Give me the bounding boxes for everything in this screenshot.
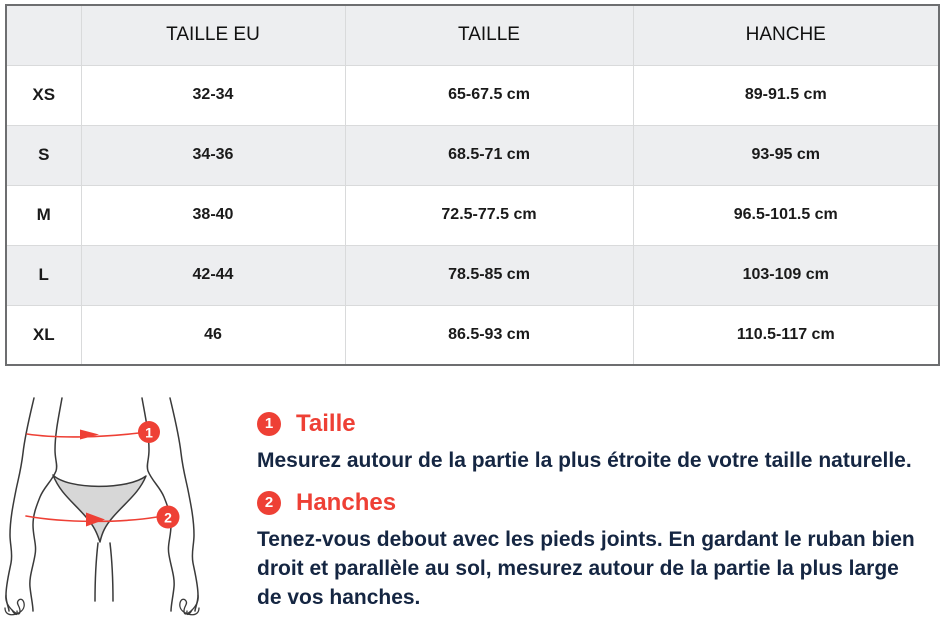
svg-text:1: 1: [145, 425, 153, 441]
svg-text:2: 2: [164, 510, 172, 526]
